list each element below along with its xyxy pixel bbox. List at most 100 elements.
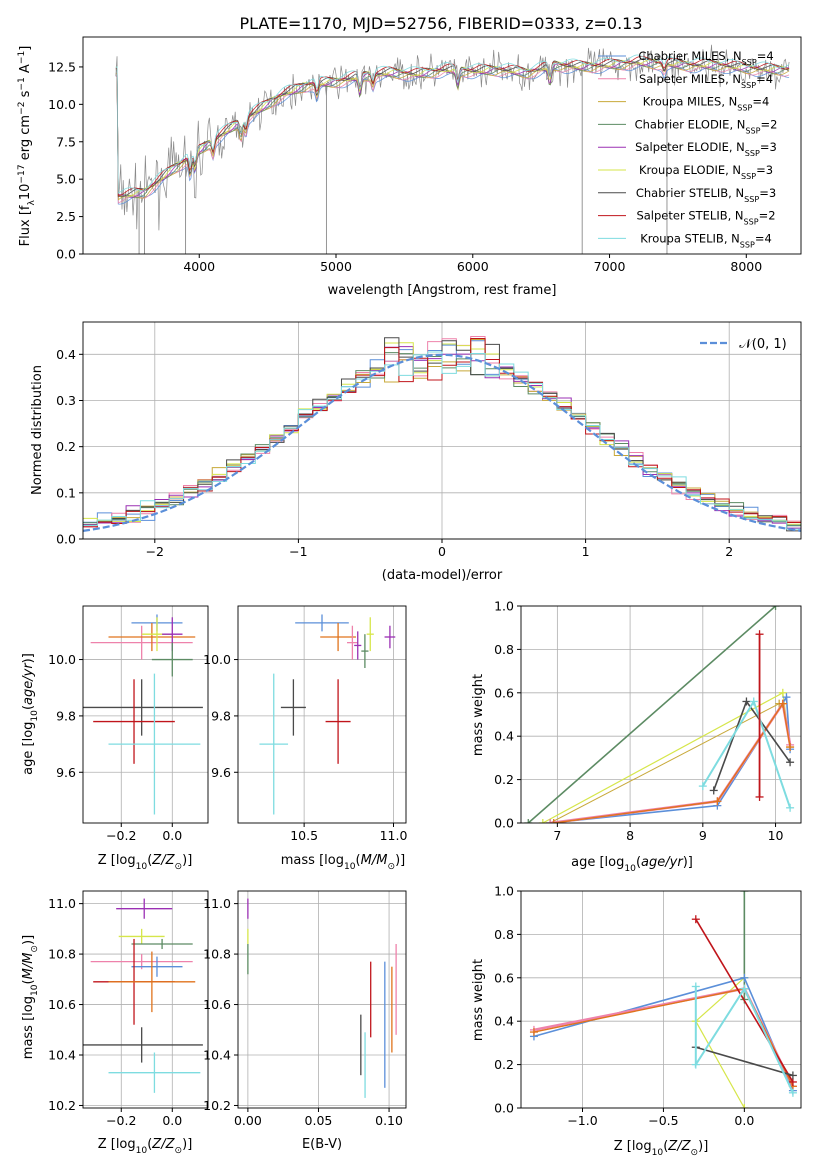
axes-frame [82, 36, 802, 255]
x-tick-label: 4000 [183, 259, 215, 274]
model-line [115, 60, 790, 198]
normal-curve [83, 353, 801, 532]
legend: Chabrier MILES, NSSP=4 Salpeter MILES, NS… [598, 49, 777, 249]
y-axis-label: mass weight [471, 959, 486, 1041]
x-tick-label: 7 [553, 828, 561, 843]
y-tick-label: 11.0 [203, 896, 231, 911]
x-tick-label: 9 [699, 828, 707, 843]
legend-label: Chabrier ELODIE, NSSP=2 [635, 117, 778, 135]
data-layer [259, 614, 396, 815]
y-tick-label: 5.0 [56, 172, 76, 187]
x-tick-label: 1 [582, 544, 590, 559]
y-tick-label: 0.6 [494, 685, 514, 700]
axes-frame [82, 605, 209, 824]
x-tick-label: 0.0 [734, 1113, 754, 1128]
x-tick-label: 0.0 [162, 1113, 182, 1128]
y-tick-label: 0.0 [56, 247, 76, 262]
x-tick-label: 0.05 [305, 1113, 333, 1128]
grid-lines [238, 891, 406, 1108]
y-tick-label: 0.2 [494, 772, 514, 787]
x-tick-label: 0.00 [234, 1113, 262, 1128]
y-tick-label: 9.6 [56, 765, 76, 780]
y-tick-label: 11.0 [48, 896, 76, 911]
x-axis-label: age [log10(age/yr)] [571, 855, 693, 874]
weight-line [695, 1046, 794, 1077]
y-tick-label: 9.8 [211, 708, 231, 723]
legend-label: Kroupa STELIB, NSSP=4 [640, 231, 772, 249]
axes-frame [237, 605, 407, 824]
x-axis-label: wavelength [Angstrom, rest frame] [328, 283, 557, 298]
y-tick-label: 1.0 [494, 599, 514, 614]
y-tick-label: 10.6 [203, 997, 231, 1012]
y-tick-label: 10.0 [48, 652, 76, 667]
x-tick-label: 8 [626, 828, 634, 843]
y-tick-label: 9.6 [211, 765, 231, 780]
y-tick-label: 0.0 [494, 1101, 514, 1116]
data-layer [83, 898, 203, 1093]
y-tick-label: 0.0 [494, 816, 514, 831]
y-tick-label: 10.8 [48, 947, 76, 962]
x-tick-label: 10 [768, 828, 784, 843]
x-tick-label: 7000 [594, 259, 626, 274]
y-axis-label: mass weight [471, 674, 486, 756]
data-layer [529, 891, 797, 1108]
x-tick-label: −0.5 [648, 1113, 678, 1128]
axes-massweight_vs_age: 7 8 9 10 0.0 0.2 0.4 0.6 0.8 1.0 age [log10(age/yr… [471, 599, 802, 874]
y-tick-label: 10.4 [203, 1048, 231, 1063]
model-line [115, 58, 790, 198]
y-tick-label: 0.4 [56, 347, 76, 362]
y-tick-label: 10.6 [48, 997, 76, 1012]
y-axis-label: Flux [fλ10−17 erg cm−2 s−1 A−1] [17, 46, 37, 247]
y-tick-label: 2.5 [56, 209, 76, 224]
y-axis-label: Normed distribution [30, 365, 45, 495]
axes-frame [520, 890, 802, 1109]
x-tick-label: −1.0 [567, 1113, 597, 1128]
x-tick-label: 0 [438, 544, 446, 559]
x-tick-label: −0.2 [106, 828, 136, 843]
legend-label: Salpeter STELIB, NSSP=2 [636, 209, 775, 227]
y-tick-label: 0.0 [56, 532, 76, 547]
x-tick-label: 2 [725, 544, 733, 559]
y-tick-label: 0.8 [494, 642, 514, 657]
y-tick-label: 0.1 [56, 485, 76, 500]
data-layer [115, 44, 790, 254]
y-tick-label: 0.4 [494, 729, 514, 744]
y-tick-label: 10.0 [48, 97, 76, 112]
y-axis-label: mass [log10(M/M⊙)] [21, 935, 40, 1059]
x-tick-label: −0.2 [106, 1113, 136, 1128]
observed-spectrum [115, 44, 790, 231]
x-axis-label: Z [log10(Z/Z⊙)] [614, 1139, 709, 1158]
y-tick-label: 12.5 [48, 59, 76, 74]
y-tick-label: 0.4 [494, 1014, 514, 1029]
weight-line [695, 918, 794, 1083]
legend-label: Salpeter MILES, NSSP=4 [639, 72, 773, 90]
x-tick-label: 0.0 [162, 828, 182, 843]
legend-label: Kroupa ELODIE, NSSP=3 [639, 163, 773, 181]
axes-frame [237, 890, 407, 1109]
weight-line [694, 986, 794, 1094]
x-tick-label: −1 [289, 544, 307, 559]
axes-age_vs_Z: −0.2 0.0 9.6 9.8 10.0 Z [log10(Z/Z⊙)] age [log… [21, 605, 209, 872]
y-tick-label: 10.2 [203, 1098, 231, 1113]
x-axis-label: E(B-V) [302, 1137, 342, 1152]
figure-title: PLATE=1170, MJD=52756, FIBERID=0333, z=0… [239, 14, 642, 33]
y-tick-label: 9.8 [56, 708, 76, 723]
legend-label: Kroupa MILES, NSSP=4 [643, 95, 770, 113]
axes-frame [82, 890, 209, 1109]
axes-mass_vs_Z: −0.2 0.0 10.2 10.4 10.6 10.8 11.0 Z [log10(Z/Z⊙… [21, 890, 209, 1156]
axes-spectrum: 4000 5000 6000 7000 8000 0.0 2.5 5.0 7.5 10.0 12.5… [17, 36, 802, 298]
y-tick-label: 0.3 [56, 393, 76, 408]
data-layer [83, 336, 801, 532]
model-line [115, 54, 790, 195]
x-tick-label: 8000 [730, 259, 762, 274]
data-layer [524, 606, 795, 823]
grid-lines [83, 606, 208, 823]
x-tick-label: 10.5 [290, 828, 318, 843]
x-axis-label: (data-model)/error [382, 568, 503, 583]
x-axis-label: Z [log10(Z/Z⊙)] [98, 853, 193, 872]
y-tick-label: 10.8 [203, 947, 231, 962]
legend-label: 𝒩(0, 1) [739, 337, 786, 352]
axes-age_vs_mass: 10.5 11.0 9.6 9.8 10.0 mass [log10(M/M⊙)] [203, 605, 407, 872]
y-tick-label: 10.0 [203, 652, 231, 667]
